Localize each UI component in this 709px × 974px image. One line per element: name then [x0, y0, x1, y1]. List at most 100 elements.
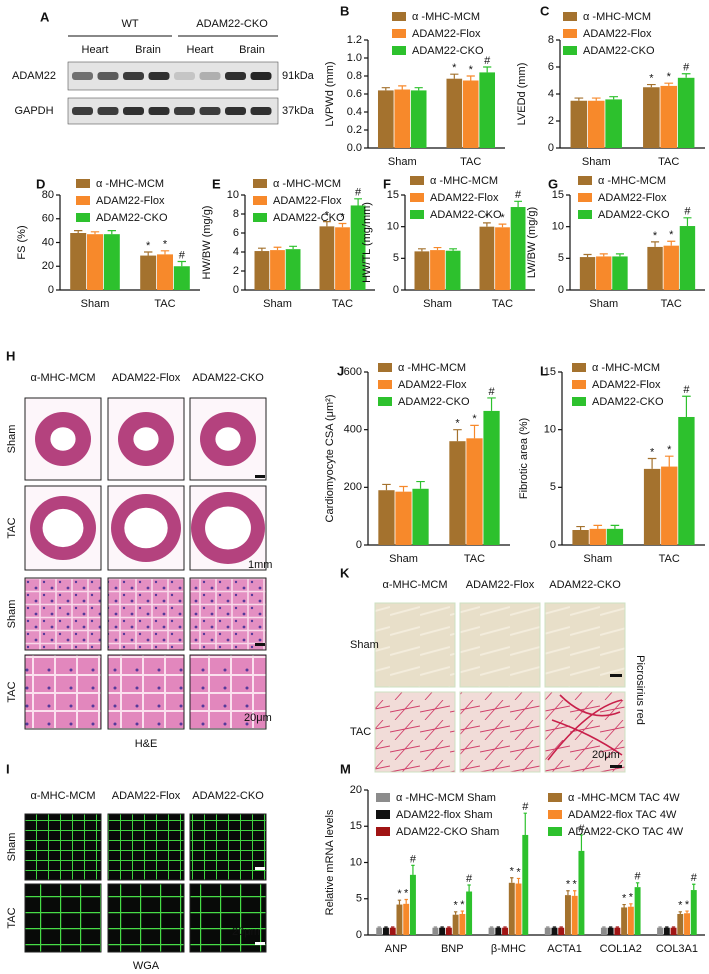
bar — [173, 266, 190, 290]
bar — [376, 927, 383, 935]
significance-marker: # — [179, 249, 186, 261]
error-bar — [516, 877, 521, 884]
error-bar — [433, 246, 442, 251]
bar — [432, 927, 439, 935]
bar — [564, 895, 571, 935]
lane-label: Brain — [239, 44, 265, 56]
significance-marker: # — [683, 62, 690, 74]
bar — [414, 251, 430, 290]
error-bar — [354, 198, 362, 206]
legend-label: ADAM22-CKO — [398, 396, 470, 408]
scale-bar — [610, 674, 622, 677]
error-bar — [483, 222, 491, 227]
error-bar — [665, 926, 669, 928]
lane-label: Heart — [82, 44, 109, 56]
bar — [677, 913, 684, 935]
significance-marker: * — [146, 240, 151, 252]
legend-swatch — [548, 810, 562, 819]
x-tick-label: Sham — [81, 298, 110, 310]
error-bar — [685, 910, 689, 914]
error-bar — [647, 457, 657, 469]
legend-swatch — [378, 397, 392, 406]
bar — [270, 250, 285, 290]
bar — [395, 491, 412, 545]
bar — [70, 233, 87, 290]
blot-band — [72, 72, 93, 80]
size-label: 37kDa — [282, 105, 315, 117]
y-tick-label: 0 — [550, 539, 556, 551]
caption: WGA — [133, 960, 160, 972]
y-axis-label: LW/BW (mg/g) — [526, 207, 538, 278]
y-tick-label: 15 — [350, 820, 362, 832]
row-label: GAPDH — [14, 105, 53, 117]
error-bar — [489, 926, 494, 928]
y-tick-label: 10 — [387, 221, 399, 233]
column-header: ADAM22-Flox — [466, 579, 535, 591]
bar — [508, 882, 515, 935]
bar — [579, 257, 596, 290]
x-tick-label: Sham — [582, 156, 611, 168]
error-bar — [682, 395, 691, 417]
legend-swatch — [378, 380, 392, 389]
bar — [483, 410, 500, 545]
bar — [634, 887, 641, 935]
scale-bar — [255, 867, 265, 870]
sirius-micrograph — [544, 602, 626, 688]
legend-label: ADAM22-Flox — [412, 28, 481, 40]
he-micrograph — [189, 577, 267, 651]
legend-swatch — [563, 29, 577, 38]
blot-band — [199, 72, 221, 80]
error-bar — [510, 877, 514, 883]
significance-marker: * — [500, 212, 505, 224]
column-header: ADAM22-CKO — [192, 372, 264, 384]
legend-swatch — [376, 793, 390, 802]
legend-label: ADAM22-CKO — [598, 209, 670, 221]
legend-swatch — [376, 827, 390, 836]
bar — [459, 913, 466, 935]
y-tick-label: 4 — [233, 246, 239, 258]
bar — [614, 927, 621, 935]
blot-band — [97, 72, 119, 80]
legend-label: ADAM22-CKO — [96, 212, 168, 224]
significance-marker: * — [472, 413, 477, 425]
scale-bar — [255, 643, 265, 646]
heart-cavity — [50, 427, 76, 451]
error-bar — [483, 66, 492, 73]
legend-label: ADAM22-Flox — [598, 192, 667, 204]
y-axis-label: HW/TL (mg/mm) — [361, 202, 373, 283]
legend-swatch — [410, 193, 424, 202]
legend-label: α -MHC-MCM — [430, 175, 498, 187]
error-bar — [382, 483, 391, 491]
legend-swatch — [76, 179, 90, 188]
x-tick-label: TAC — [659, 553, 680, 565]
legend-label: ADAM22-CKO TAC 4W — [568, 826, 684, 838]
bar — [462, 80, 479, 148]
y-tick-label: 0 — [48, 284, 54, 296]
y-tick-label: 1.2 — [347, 34, 362, 46]
y-tick-label: 6 — [233, 227, 239, 239]
significance-marker: # — [691, 872, 698, 884]
significance-marker: * — [653, 230, 658, 242]
error-bar — [411, 864, 415, 875]
y-tick-label: 5 — [550, 481, 556, 493]
he-micrograph — [24, 577, 102, 651]
significance-marker: * — [622, 892, 627, 904]
x-tick-label: β-MHC — [491, 943, 526, 955]
row-label: TAC — [6, 517, 18, 538]
error-bar — [692, 883, 696, 891]
error-bar — [615, 253, 624, 257]
error-bar — [602, 926, 606, 928]
bar — [378, 490, 395, 545]
y-tick-label: 6 — [548, 61, 554, 73]
panel-label: H — [6, 348, 15, 363]
significance-marker: * — [573, 879, 578, 891]
significance-marker: * — [650, 446, 655, 458]
legend-swatch — [392, 46, 406, 55]
error-bar — [658, 926, 662, 928]
legend-label: α -MHC-MCM TAC 4W — [568, 792, 680, 804]
y-tick-label: 8 — [233, 208, 239, 220]
bar — [157, 254, 173, 290]
y-tick-label: 4 — [548, 88, 554, 100]
scale-bar — [610, 765, 622, 768]
